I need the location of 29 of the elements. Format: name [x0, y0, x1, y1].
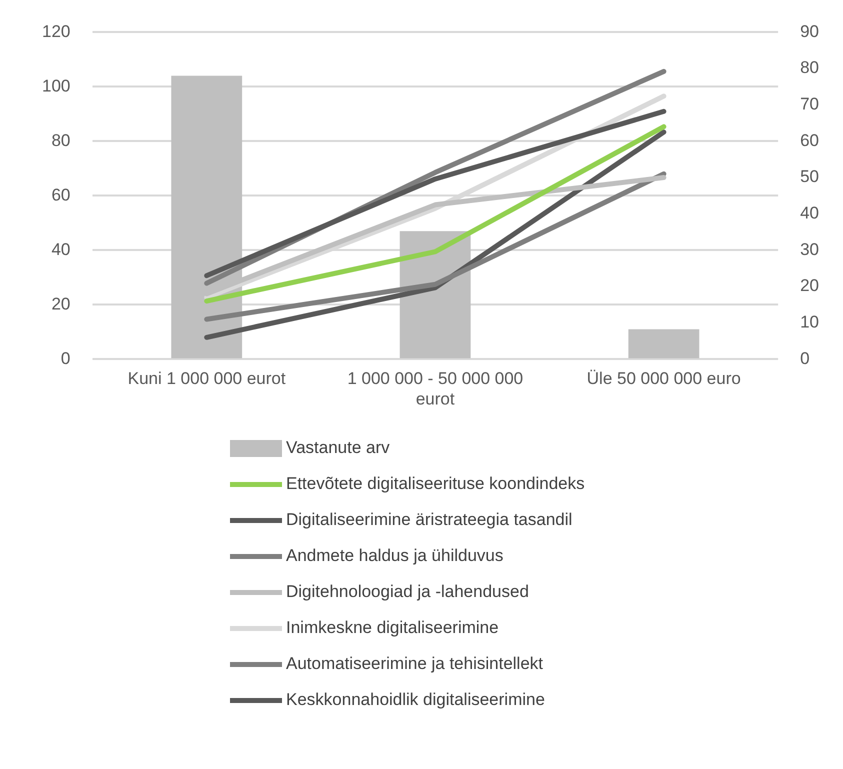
y-tick-label: 0 — [60, 348, 70, 368]
y2-tick-label: 60 — [800, 130, 820, 150]
legend-label: Inimkeskne digitaliseerimine — [286, 618, 499, 638]
y2-tick-label: 0 — [800, 348, 810, 368]
y2-tick-label: 50 — [800, 167, 820, 186]
y2-tick-label: 30 — [800, 240, 820, 259]
y2-tick-label: 40 — [800, 204, 820, 223]
x-tick-label: 1 000 000 - 50 000 000 eurot — [347, 369, 524, 408]
y-tick-label: 100 — [42, 76, 70, 96]
x-tick-label: Üle 50 000 000 euro — [586, 369, 741, 388]
legend-label: Andmete haldus ja ühilduvus — [286, 546, 504, 566]
y2-tick-label: 10 — [800, 312, 820, 332]
y2-tick-label: 90 — [800, 22, 820, 41]
legend-label: Vastanute arv — [286, 438, 390, 458]
y2-tick-label: 20 — [800, 276, 820, 296]
y-tick-label: 60 — [51, 185, 70, 204]
y-tick-label: 40 — [51, 240, 70, 259]
legend-label: Digitaliseerimine äristrateegia tasandil — [286, 510, 572, 530]
y2-tick-label: 80 — [800, 58, 820, 78]
legend-label: Keskkonnahoidlik digitaliseerimine — [286, 690, 545, 710]
legend-label: Automatiseerimine ja tehisintellekt — [286, 654, 544, 674]
y2-tick-label: 70 — [800, 94, 820, 114]
y-tick-label: 80 — [51, 130, 70, 150]
legend-label: Digitehnoloogiad ja -lahendused — [286, 582, 529, 602]
bar — [628, 329, 700, 358]
y-tick-label: 120 — [42, 22, 70, 41]
x-tick-label: Kuni 1 000 000 eurot — [128, 369, 286, 388]
legend-label: Ettevõtete digitaliseerituse koondindeks — [286, 474, 585, 494]
y-tick-label: 20 — [51, 294, 70, 314]
